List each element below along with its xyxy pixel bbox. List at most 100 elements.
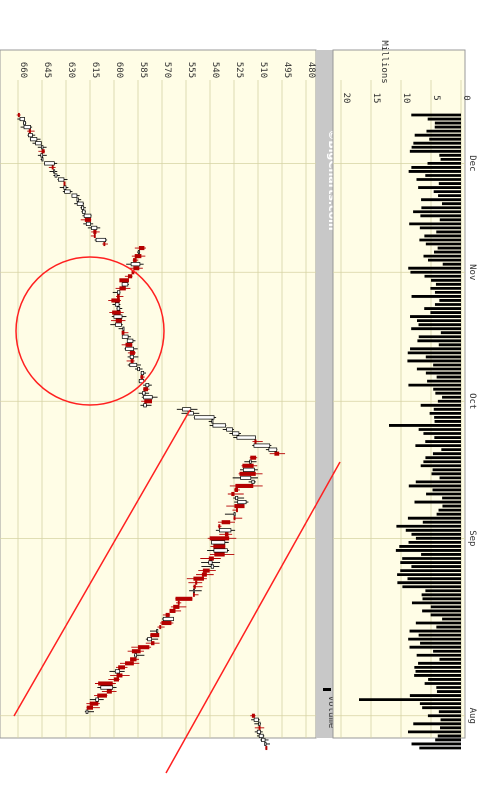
- candle-body: [41, 145, 44, 150]
- candle: [224, 512, 236, 517]
- price-tick-label: 540: [210, 62, 220, 78]
- candle-body: [114, 302, 120, 307]
- candle: [121, 334, 131, 339]
- candle-body: [133, 258, 137, 263]
- candle: [118, 326, 125, 331]
- candle: [108, 677, 120, 682]
- candle-body: [173, 604, 180, 609]
- candle: [217, 524, 222, 529]
- candle-body: [192, 592, 195, 597]
- candle-body: [182, 407, 192, 412]
- candle-body: [131, 649, 141, 654]
- candle: [196, 572, 214, 577]
- candle-body: [233, 516, 236, 521]
- candle: [227, 491, 244, 497]
- candle-body: [95, 697, 99, 702]
- candle-body: [265, 745, 268, 751]
- candle-body: [103, 241, 106, 247]
- candle-body: [121, 330, 125, 335]
- candle-body: [28, 129, 31, 134]
- candle-body: [51, 165, 54, 170]
- candle-body: [41, 149, 45, 154]
- candle-body: [116, 306, 121, 311]
- candle-body: [145, 383, 150, 388]
- candle-body: [243, 467, 255, 472]
- candle: [150, 629, 159, 634]
- candle-body: [254, 439, 257, 444]
- candle-body: [127, 274, 133, 279]
- candle: [249, 455, 258, 460]
- candle-body: [237, 500, 247, 505]
- candle-body: [193, 576, 204, 581]
- candle-body: [210, 564, 215, 569]
- candle-body: [208, 560, 213, 565]
- candle-body: [231, 491, 235, 497]
- candle: [83, 221, 94, 226]
- price-tick-label: 510: [258, 62, 268, 78]
- candle: [170, 604, 187, 609]
- candle: [169, 608, 182, 613]
- candle: [239, 467, 258, 472]
- candle-body: [251, 479, 255, 484]
- candle: [132, 258, 139, 263]
- price-tick-label: 495: [282, 62, 292, 78]
- candle-body: [83, 213, 92, 218]
- candle: [186, 576, 207, 581]
- candle-body: [89, 701, 99, 706]
- candle: [269, 451, 286, 456]
- candle-body: [256, 729, 261, 734]
- candle-body: [268, 447, 278, 452]
- candle-body: [64, 189, 71, 194]
- candle-body: [130, 262, 141, 267]
- candle: [112, 290, 121, 295]
- candle-body: [86, 705, 93, 710]
- candle-body: [213, 548, 228, 553]
- candle-body: [82, 209, 86, 214]
- candle-body: [143, 403, 147, 408]
- candle: [176, 407, 198, 412]
- candle: [86, 701, 100, 706]
- candle-body: [112, 310, 121, 315]
- time-axis: Aug Sep Oct Nov Dec: [467, 155, 477, 724]
- candle-body: [115, 322, 122, 327]
- candle: [81, 209, 86, 214]
- candle-body: [193, 584, 196, 589]
- candle: [119, 278, 129, 283]
- candle-body: [63, 185, 67, 190]
- annotation-trendline-1: [13, 409, 191, 717]
- time-tick-label: Aug: [467, 708, 477, 724]
- candle: [27, 129, 35, 134]
- candle-body: [116, 673, 123, 678]
- candle-body: [202, 568, 210, 573]
- candle: [131, 254, 146, 259]
- candle: [115, 665, 128, 670]
- candle: [129, 266, 143, 271]
- candle: [82, 213, 92, 218]
- candle: [189, 588, 202, 593]
- candle-body: [249, 459, 252, 464]
- candle: [188, 580, 203, 585]
- candle: [264, 741, 270, 747]
- candle: [229, 431, 241, 436]
- candle: [62, 189, 73, 194]
- candle-body: [81, 205, 85, 210]
- candle: [112, 302, 121, 307]
- panel-separator: [316, 50, 333, 738]
- candle-body: [113, 314, 123, 319]
- candle: [49, 169, 58, 174]
- candle: [23, 121, 27, 126]
- candle: [57, 177, 68, 182]
- candle: [143, 387, 150, 392]
- annotation-trendline-2: [165, 461, 341, 774]
- candle: [124, 274, 133, 279]
- volume-tick-label: 15: [371, 93, 381, 104]
- candle-body: [106, 689, 112, 694]
- candle: [110, 673, 130, 678]
- candle-body: [119, 278, 129, 283]
- candle: [109, 310, 124, 315]
- candle: [250, 713, 256, 718]
- candle: [260, 737, 269, 742]
- candle: [209, 552, 235, 557]
- candle: [94, 681, 116, 686]
